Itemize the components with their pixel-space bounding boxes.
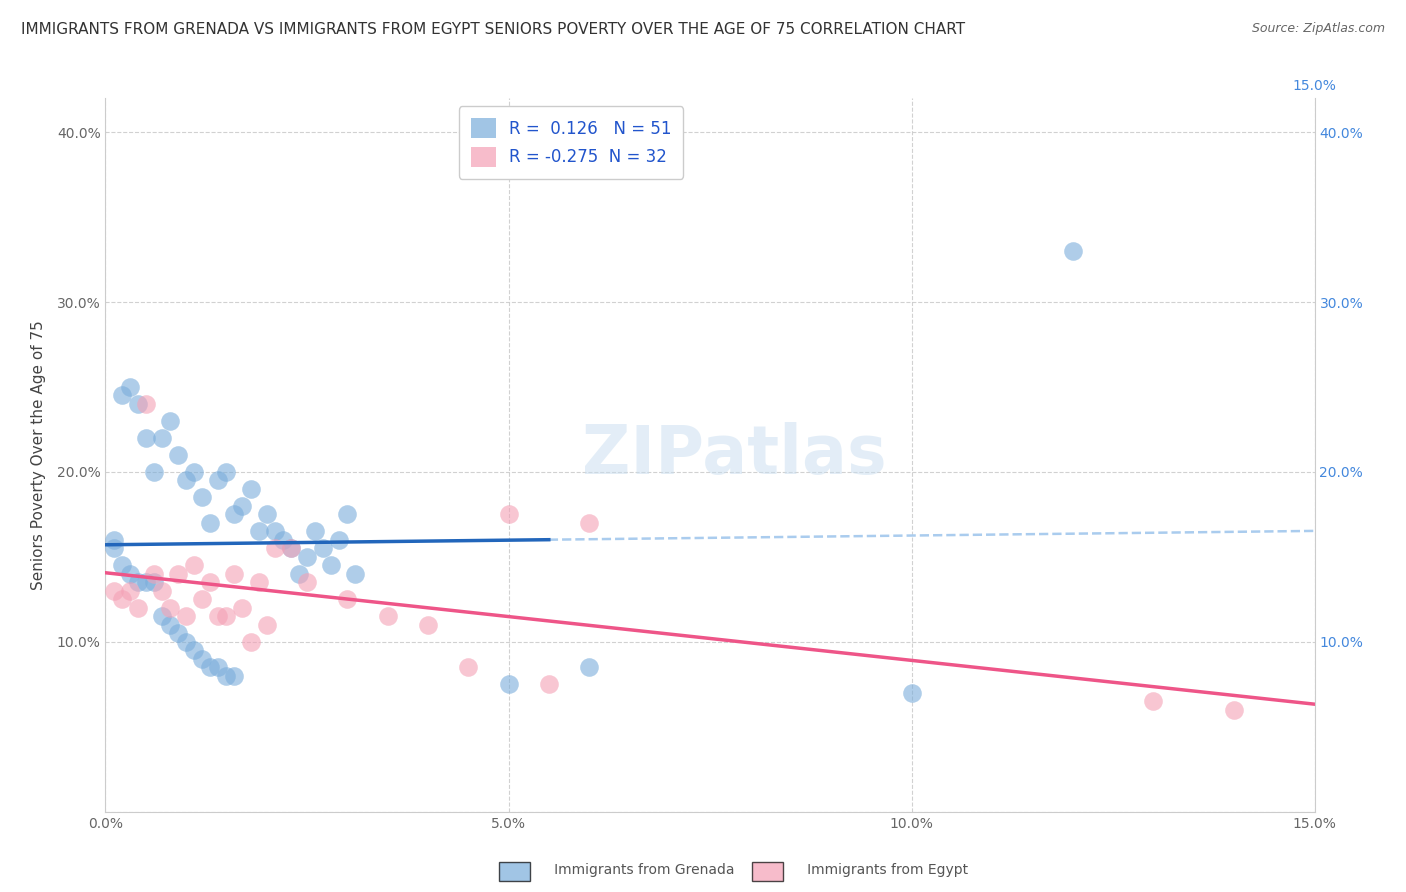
Point: [215, 669, 238, 683]
Point: [200, 516, 222, 530]
Point: [280, 541, 302, 556]
Point: [1223, 703, 1246, 717]
Point: [498, 508, 520, 522]
Point: [150, 583, 173, 598]
Point: [167, 566, 190, 581]
Point: [118, 583, 141, 598]
Point: [167, 448, 190, 462]
Point: [103, 541, 125, 556]
Point: [304, 524, 326, 539]
Point: [142, 566, 165, 581]
Point: [103, 583, 125, 598]
Point: [263, 524, 285, 539]
Point: [900, 686, 922, 700]
Point: [231, 600, 253, 615]
Point: [578, 660, 600, 674]
Point: [336, 508, 359, 522]
Point: [336, 592, 359, 607]
Point: [231, 499, 253, 513]
Point: [150, 431, 173, 445]
Point: [224, 508, 246, 522]
Point: [288, 566, 311, 581]
Point: [1062, 244, 1084, 258]
Point: [191, 491, 214, 505]
Point: [207, 474, 229, 488]
Point: [118, 566, 141, 581]
Point: [247, 575, 270, 590]
Point: [256, 508, 278, 522]
Point: [183, 643, 205, 657]
Point: [118, 380, 141, 394]
Point: [457, 660, 479, 674]
Point: [110, 388, 132, 402]
Point: [103, 533, 125, 547]
Point: [135, 397, 157, 411]
Point: [135, 431, 157, 445]
Point: [110, 558, 132, 573]
Point: [295, 549, 318, 564]
Point: [498, 677, 520, 691]
Point: [215, 609, 238, 624]
Point: [191, 652, 214, 666]
Point: [135, 575, 157, 590]
Point: [224, 566, 246, 581]
Point: [110, 592, 132, 607]
Point: [247, 524, 270, 539]
Y-axis label: Seniors Poverty Over the Age of 75: Seniors Poverty Over the Age of 75: [31, 320, 45, 590]
Text: ZIPatlas: ZIPatlas: [582, 422, 887, 488]
Point: [224, 669, 246, 683]
Point: [256, 617, 278, 632]
Point: [295, 575, 318, 590]
Point: [215, 465, 238, 479]
Point: [1142, 694, 1164, 708]
Point: [537, 677, 560, 691]
Text: IMMIGRANTS FROM GRENADA VS IMMIGRANTS FROM EGYPT SENIORS POVERTY OVER THE AGE OF: IMMIGRANTS FROM GRENADA VS IMMIGRANTS FR…: [21, 22, 965, 37]
Point: [127, 397, 149, 411]
Point: [174, 609, 197, 624]
Point: [207, 609, 229, 624]
Point: [183, 558, 205, 573]
Point: [127, 575, 149, 590]
Point: [207, 660, 229, 674]
Point: [159, 600, 181, 615]
Point: [377, 609, 399, 624]
Point: [321, 558, 343, 573]
Point: [174, 474, 197, 488]
Text: Source: ZipAtlas.com: Source: ZipAtlas.com: [1251, 22, 1385, 36]
Point: [239, 635, 262, 649]
Point: [159, 617, 181, 632]
Point: [200, 660, 222, 674]
Point: [328, 533, 350, 547]
Point: [142, 465, 165, 479]
Text: Immigrants from Grenada: Immigrants from Grenada: [541, 863, 735, 877]
Point: [200, 575, 222, 590]
Point: [239, 482, 262, 496]
Point: [312, 541, 335, 556]
Point: [183, 465, 205, 479]
Point: [578, 516, 600, 530]
Point: [344, 566, 367, 581]
Point: [142, 575, 165, 590]
Point: [271, 533, 294, 547]
Point: [159, 414, 181, 428]
Legend: R =  0.126   N = 51, R = -0.275  N = 32: R = 0.126 N = 51, R = -0.275 N = 32: [458, 106, 683, 178]
Point: [191, 592, 214, 607]
Point: [280, 541, 302, 556]
Point: [174, 635, 197, 649]
Text: Immigrants from Egypt: Immigrants from Egypt: [794, 863, 969, 877]
Point: [150, 609, 173, 624]
Point: [167, 626, 190, 640]
Point: [263, 541, 285, 556]
Point: [416, 617, 439, 632]
Point: [127, 600, 149, 615]
